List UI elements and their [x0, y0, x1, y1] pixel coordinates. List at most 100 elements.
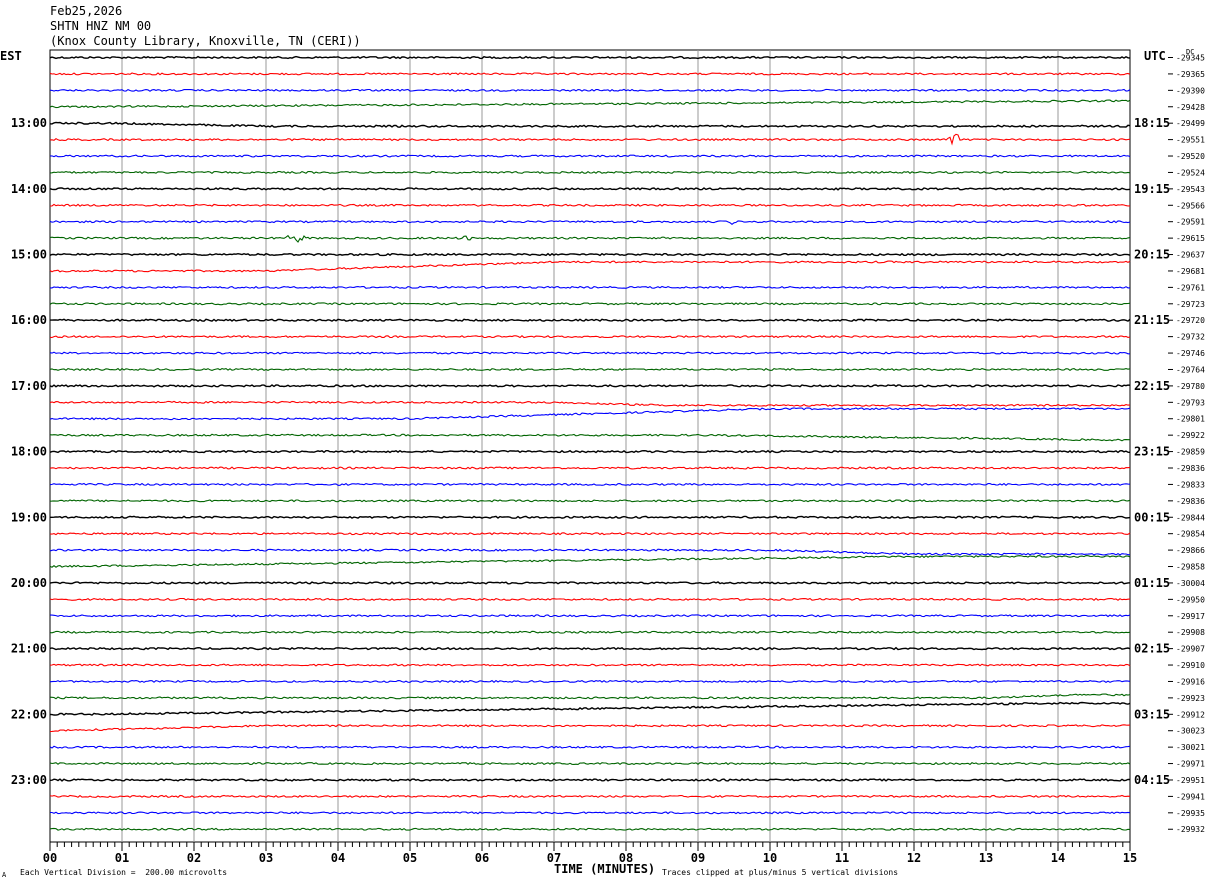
dc-offset-label: -29543 [1176, 185, 1205, 194]
dc-offset-label: -29723 [1176, 300, 1205, 309]
x-axis-title: TIME (MINUTES) [554, 862, 656, 876]
trace-line [49, 252, 1131, 257]
trace-line [49, 794, 1131, 798]
right-hour-label: 03:15 [1134, 707, 1170, 721]
dc-offset-label: -29932 [1176, 825, 1205, 834]
right-hour-label: 00:15 [1134, 510, 1170, 524]
dc-offset-label: -30023 [1176, 727, 1205, 736]
x-tick-label: 14 [1051, 851, 1065, 865]
x-tick-label: 15 [1123, 851, 1137, 865]
left-hour-label: 17:00 [11, 379, 47, 393]
trace-line [49, 400, 1130, 407]
dc-offset-label: -30004 [1176, 579, 1205, 588]
dc-offset-label: -29732 [1176, 333, 1205, 342]
trace-line [49, 351, 1130, 355]
corner-mark: A [2, 871, 7, 879]
x-tick-label: 02 [187, 851, 201, 865]
dc-offset-label: -29720 [1176, 316, 1205, 325]
dc-offset-label: -29780 [1176, 382, 1205, 391]
dc-offset-label: -29941 [1176, 792, 1205, 801]
dc-offset-label: -29801 [1176, 415, 1205, 424]
trace-line [49, 581, 1131, 585]
left-hour-label: 18:00 [11, 445, 47, 459]
dc-offset-label: -29912 [1176, 710, 1205, 719]
trace-line [49, 260, 1131, 273]
dc-offset-label: -29390 [1176, 86, 1205, 95]
dc-offset-label: -29836 [1176, 497, 1205, 506]
dc-offset-label: -29859 [1176, 448, 1205, 457]
dc-offset-label: -29524 [1176, 168, 1205, 177]
dc-offset-label: -29428 [1176, 103, 1205, 112]
right-hour-label: 02:15 [1134, 642, 1170, 656]
header-date: Feb25,2026 [50, 4, 123, 18]
trace-line [49, 88, 1131, 92]
dc-offset-label: -29971 [1176, 760, 1205, 769]
trace-line [49, 482, 1131, 487]
trace-line [49, 827, 1131, 831]
trace-line [49, 761, 1131, 766]
dc-offset-label: -29858 [1176, 563, 1205, 572]
dc-offset-label: -29520 [1176, 152, 1205, 161]
dc-offset-label: -29922 [1176, 431, 1205, 440]
trace-line [49, 121, 1131, 128]
x-tick-label: 13 [979, 851, 993, 865]
x-tick-label: 06 [475, 851, 489, 865]
trace-line [50, 811, 1131, 815]
trace-line [49, 532, 1131, 536]
x-tick-label: 03 [259, 851, 273, 865]
trace-line [49, 234, 1131, 243]
dc-offset-label: -29681 [1176, 267, 1205, 276]
trace-line [49, 133, 1131, 146]
x-tick-label: 05 [403, 851, 417, 865]
dc-offset-label: -29917 [1176, 612, 1205, 621]
trace-line [49, 154, 1131, 158]
left-hour-label: 14:00 [11, 182, 47, 196]
trace-line [49, 55, 1131, 60]
right-timezone-label: UTC [1144, 49, 1166, 63]
trace-line [49, 548, 1131, 556]
dc-offset-label: -29866 [1176, 546, 1205, 555]
dc-offset-label: -29793 [1176, 398, 1205, 407]
dc-offset-label: -29916 [1176, 677, 1205, 686]
left-hour-label: 16:00 [11, 313, 47, 327]
dc-offset-label: -29836 [1176, 464, 1205, 473]
trace-line [49, 499, 1131, 503]
dc-offset-label: -29499 [1176, 119, 1205, 128]
dc-offset-label: -29935 [1176, 809, 1205, 818]
trace-line [49, 187, 1131, 191]
right-hour-label: 20:15 [1134, 248, 1170, 262]
dc-offset-tag: DC [1186, 48, 1195, 56]
x-tick-label: 00 [43, 851, 57, 865]
x-tick-label: 09 [691, 851, 705, 865]
x-tick-label: 11 [835, 851, 849, 865]
dc-offset-label: -29746 [1176, 349, 1205, 358]
clip-note: Traces clipped at plus/minus 5 vertical … [662, 868, 899, 877]
trace-line [49, 302, 1131, 306]
trace-line [49, 745, 1131, 749]
dc-offset-label: -29551 [1176, 136, 1205, 145]
left-hour-label: 22:00 [11, 707, 47, 721]
trace-line [49, 646, 1131, 651]
trace-line [50, 614, 1131, 618]
dc-offset-label: -29908 [1176, 628, 1205, 637]
left-hour-label: 23:00 [11, 773, 47, 787]
dc-offset-label: -29764 [1176, 365, 1205, 374]
dc-offset-label: -29365 [1176, 70, 1205, 79]
left-hour-label: 19:00 [11, 510, 47, 524]
trace-line [49, 679, 1131, 684]
dc-offset-label: -29950 [1176, 595, 1205, 604]
plot-frame [49, 49, 1131, 843]
right-hour-label: 19:15 [1134, 182, 1170, 196]
trace-line [50, 318, 1131, 322]
x-tick-label: 04 [331, 851, 345, 865]
dc-offset-label: -29844 [1176, 513, 1205, 522]
trace-line [49, 72, 1131, 76]
trace-line [50, 515, 1131, 519]
trace-line [49, 701, 1131, 716]
dc-offset-label: -29854 [1176, 530, 1205, 539]
trace-line [49, 724, 1131, 733]
trace-line [49, 433, 1130, 442]
scale-note: Each Vertical Division = 200.00 microvol… [20, 868, 228, 877]
